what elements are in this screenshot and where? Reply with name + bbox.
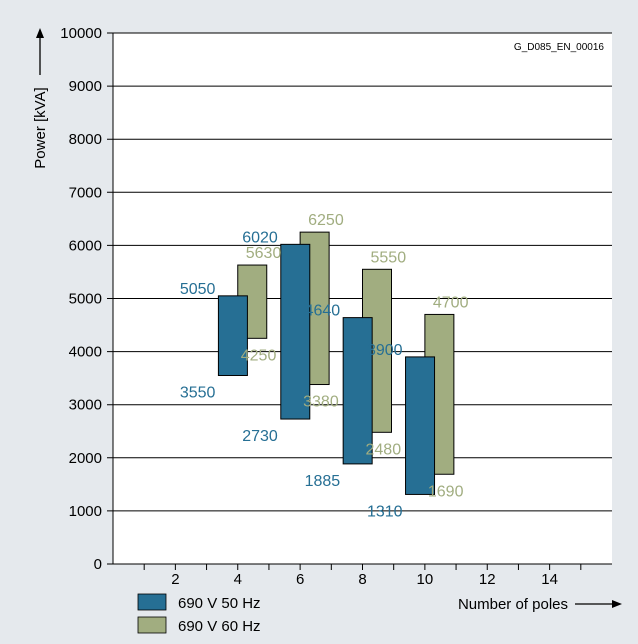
y-axis-title: Power [kVA] xyxy=(32,87,49,168)
x-tick-label: 4 xyxy=(234,571,242,588)
range-bar-50hz-10-poles xyxy=(405,356,436,495)
value-label-high: 3900 xyxy=(367,342,403,359)
value-labels: 5050 3550 6020 2730 4640 1885 3900 1310 5630 4250… xyxy=(180,212,469,520)
y-axis-title-group: Power [kVA] xyxy=(32,28,49,169)
x-axis-title-group: Number of poles xyxy=(458,596,622,613)
legend-label-60hz: 690 V 60 Hz xyxy=(178,618,261,635)
y-tick-label: 1000 xyxy=(69,503,102,520)
y-tick-label: 9000 xyxy=(69,78,102,95)
value-label-high: 6250 xyxy=(308,212,344,229)
figure-code-label: G_D085_EN_00016 xyxy=(514,42,605,53)
y-tick-label: 7000 xyxy=(69,184,102,201)
value-label-low: 3550 xyxy=(180,384,216,401)
x-tick-label: 12 xyxy=(479,571,496,588)
y-tick-label: 6000 xyxy=(69,237,102,254)
value-label-low: 1690 xyxy=(428,483,464,500)
value-label-low: 1310 xyxy=(367,503,403,520)
y-tick-label: 5000 xyxy=(69,291,102,308)
x-tick-label: 8 xyxy=(358,571,366,588)
legend-swatch-50hz xyxy=(137,593,167,611)
value-label-low: 3380 xyxy=(303,394,339,411)
y-tick-label: 8000 xyxy=(69,131,102,148)
y-tick-label: 3000 xyxy=(69,397,102,414)
value-label-high: 5630 xyxy=(246,245,282,262)
value-label-high: 5550 xyxy=(371,249,407,266)
range-bars xyxy=(217,231,455,495)
y-axis-arrow-head xyxy=(36,28,44,38)
x-tick-label: 14 xyxy=(541,571,558,588)
value-label-low: 1885 xyxy=(305,473,341,490)
value-label-high: 4700 xyxy=(433,294,469,311)
range-bar-50hz-4-poles xyxy=(217,295,248,376)
x-axis-title: Number of poles xyxy=(458,596,568,613)
legend: 690 V 50 Hz 690 V 60 Hz xyxy=(137,593,261,635)
legend-label-50hz: 690 V 50 Hz xyxy=(178,595,261,612)
value-label-high: 4640 xyxy=(305,303,341,320)
y-tick-labels: 0 1000 2000 3000 4000 5000 6000 7000 8000 9000 100… xyxy=(60,25,102,573)
value-label-high: 6020 xyxy=(242,229,278,246)
y-tick-label: 4000 xyxy=(69,344,102,361)
x-axis-arrow-head xyxy=(612,600,622,608)
x-tick-label: 10 xyxy=(417,571,434,588)
value-label-low: 2730 xyxy=(242,428,278,445)
x-tick-label: 6 xyxy=(296,571,304,588)
y-tick-label: 0 xyxy=(94,556,102,573)
value-label-low: 2480 xyxy=(366,441,402,458)
y-tick-label: 2000 xyxy=(69,450,102,467)
legend-swatch-60hz xyxy=(137,616,167,634)
range-bar-50hz-8-poles xyxy=(342,317,373,465)
value-label-low: 4250 xyxy=(241,347,277,364)
range-bar-50hz-6-poles xyxy=(280,243,311,420)
x-tick-labels: 2 4 6 8 10 12 14 xyxy=(171,571,558,588)
value-label-high: 5050 xyxy=(180,281,216,298)
x-tick-label: 2 xyxy=(171,571,179,588)
y-tick-label: 10000 xyxy=(60,25,102,42)
